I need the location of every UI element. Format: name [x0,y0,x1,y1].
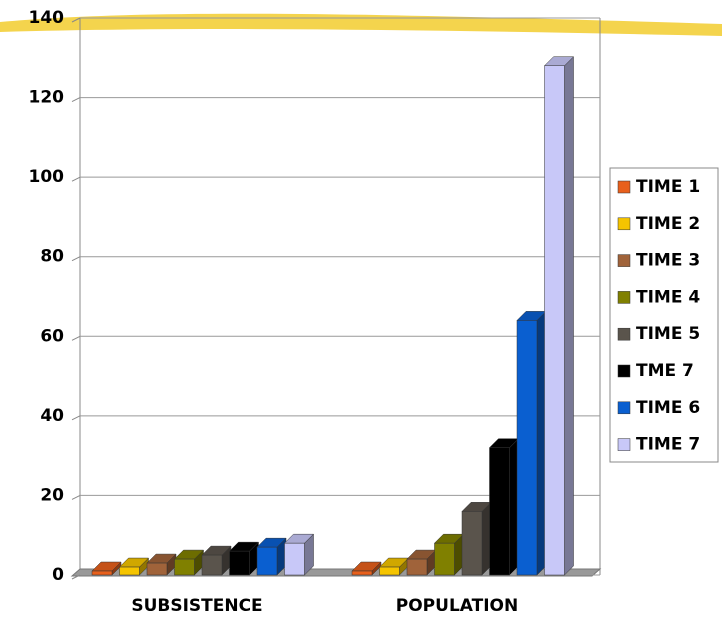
legend-label: TIME 7 [636,435,700,455]
bar [147,563,167,575]
brush-stroke [0,14,722,36]
legend-label: TIME 4 [636,287,700,307]
page: 0 20 40 60 80 100 120 140 SUBSISTENCE POPULATION T… [0,0,722,617]
legend-swatch [618,328,630,340]
legend-label: TIME 2 [636,214,700,234]
bar [435,543,455,575]
y-tick [72,495,80,499]
bar [352,571,372,575]
bar [175,559,195,575]
bar [257,547,277,575]
bar [120,567,140,575]
legend-label: TIME 6 [636,398,700,418]
y-tick-label: 40 [40,406,64,426]
bar [545,66,565,575]
x-tick-label: SUBSISTENCE [131,596,262,616]
bar [490,448,510,575]
y-tick-label: 100 [29,167,65,187]
bar [92,571,112,575]
y-tick-label: 140 [29,8,65,28]
legend-swatch [618,218,630,230]
bar [202,555,222,575]
bar [285,543,305,575]
y-tick-label: 80 [40,247,64,267]
y-tick [72,336,80,340]
y-tick [72,177,80,181]
bar [517,320,537,575]
legend-swatch [618,365,630,377]
y-tick [72,257,80,261]
legend-box [610,168,718,462]
bar [462,511,482,575]
legend-swatch [618,439,630,451]
bar [380,567,400,575]
legend-label: TIME 1 [636,177,700,197]
y-tick-label: 60 [40,326,64,346]
legend-label: TIME 3 [636,251,700,271]
legend-label: TME 7 [636,361,694,381]
x-tick-label: POPULATION [396,596,518,616]
bar [230,551,250,575]
bar [407,559,427,575]
chart: 0 20 40 60 80 100 120 140 SUBSISTENCE POPULATION T… [0,0,722,617]
bar-side [565,57,574,575]
y-tick-label: 20 [40,485,64,505]
legend-swatch [618,181,630,193]
y-tick [72,416,80,420]
y-tick-label: 0 [52,565,64,585]
y-tick-label: 120 [29,88,65,108]
legend-swatch [618,255,630,267]
legend-swatch [618,402,630,414]
legend-swatch [618,291,630,303]
y-tick [72,98,80,102]
legend-label: TIME 5 [636,324,700,344]
